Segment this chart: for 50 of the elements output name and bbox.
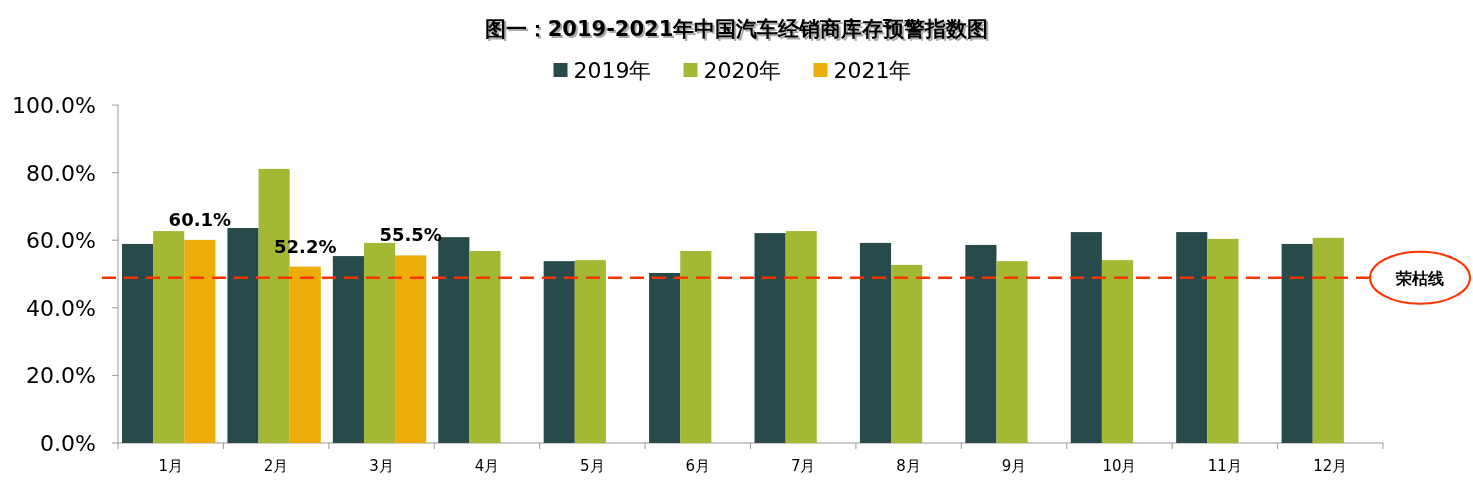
x-tick-label: 4月 <box>474 457 500 475</box>
bar <box>891 264 923 443</box>
y-tick-label: 40.0% <box>26 295 96 321</box>
y-tick-label: 0.0% <box>40 431 96 456</box>
bar <box>649 272 681 443</box>
bar <box>1070 232 1102 443</box>
bar <box>574 260 606 443</box>
x-tick-label: 3月 <box>369 457 394 475</box>
bar <box>363 242 396 443</box>
bar <box>153 231 185 443</box>
y-tick-label: 60.0% <box>26 228 96 254</box>
bar <box>289 266 321 443</box>
x-tick-label: 2月 <box>263 457 289 475</box>
data-label: 60.1% <box>168 208 232 230</box>
bar <box>785 231 817 443</box>
legend-label: 2020年 <box>703 58 782 83</box>
bar <box>1176 232 1208 443</box>
x-tick-label: 6月 <box>685 457 711 475</box>
bar <box>469 251 501 443</box>
x-tick-label: 8月 <box>896 457 921 475</box>
data-label: 55.5% <box>379 224 442 246</box>
x-tick-label: 7月 <box>790 457 816 475</box>
bar <box>122 243 154 443</box>
x-tick-label: 11月 <box>1207 457 1242 475</box>
bar <box>680 251 712 443</box>
bar <box>754 233 786 443</box>
x-tick-label: 5月 <box>580 457 605 475</box>
bar <box>184 239 216 443</box>
legend-label: 2021年 <box>833 58 912 83</box>
bar <box>395 255 427 443</box>
x-tick-label: 10月 <box>1102 457 1137 475</box>
x-tick-label: 1月 <box>158 457 183 475</box>
bar <box>859 242 892 443</box>
y-tick-label: 100.0% <box>12 93 96 118</box>
x-tick-label: 12月 <box>1313 457 1348 475</box>
bar <box>227 228 259 443</box>
y-tick-label: 80.0% <box>26 160 96 186</box>
chart-title: 图一：2019-2021年中国汽车经销商库存预警指数图 <box>484 17 989 41</box>
bar <box>965 244 997 443</box>
bar <box>1207 238 1239 443</box>
y-tick-label: 20.0% <box>26 363 96 389</box>
bar <box>1312 237 1344 443</box>
bar <box>332 256 364 443</box>
x-tick-label: 9月 <box>1001 457 1027 475</box>
legend-label: 2019年 <box>573 58 652 83</box>
bar <box>996 261 1028 443</box>
bar <box>543 261 575 443</box>
bar <box>1101 260 1134 443</box>
bar <box>1281 243 1313 443</box>
ref-line-label: 荣枯线 <box>1395 268 1444 288</box>
